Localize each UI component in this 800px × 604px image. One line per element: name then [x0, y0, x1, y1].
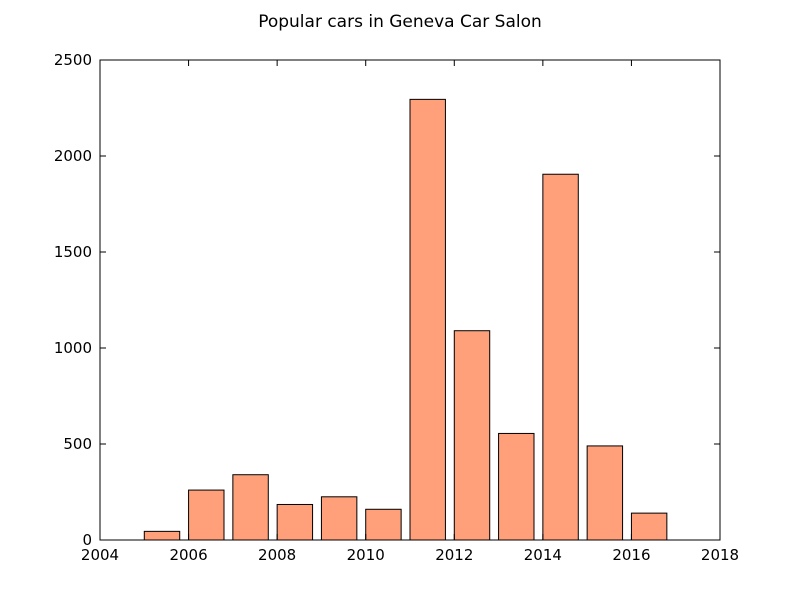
bar-2014: [542, 173, 579, 541]
bar-2008: [276, 503, 314, 541]
y-tick-label: 1500: [54, 243, 92, 261]
x-tick-label: 2004: [81, 546, 119, 564]
bar-2009: [320, 496, 358, 541]
bar-2007: [232, 474, 269, 541]
y-tick-label: 0: [82, 531, 92, 549]
chart-title: Popular cars in Geneva Car Salon: [258, 12, 542, 32]
bar-2010: [365, 508, 402, 541]
x-tick-label: 2008: [258, 546, 296, 564]
x-tick-label: 2010: [347, 546, 385, 564]
y-tick-label: 1000: [54, 339, 92, 357]
bar-2013: [498, 432, 535, 541]
y-tick-label: 2000: [54, 147, 92, 165]
bar-2011: [409, 98, 446, 541]
x-tick-label: 2018: [701, 546, 739, 564]
x-tick-label: 2006: [169, 546, 207, 564]
ticks-group: 2004 2006 2008 2010 2012 2014 2016 2018 0 500 1000…: [54, 51, 739, 564]
bar-2015: [586, 445, 624, 541]
x-tick-label: 2014: [524, 546, 562, 564]
bar-2012: [453, 330, 491, 541]
plot-frame: [99, 59, 721, 541]
bar-2006: [188, 489, 225, 541]
bar-2016: [630, 512, 668, 541]
bars-group: [143, 98, 668, 541]
x-tick-label: 2016: [612, 546, 650, 564]
y-tick-label: 2500: [54, 51, 92, 69]
x-tick-label: 2012: [435, 546, 473, 564]
bar-2005: [143, 530, 181, 541]
y-tick-label: 500: [63, 435, 92, 453]
